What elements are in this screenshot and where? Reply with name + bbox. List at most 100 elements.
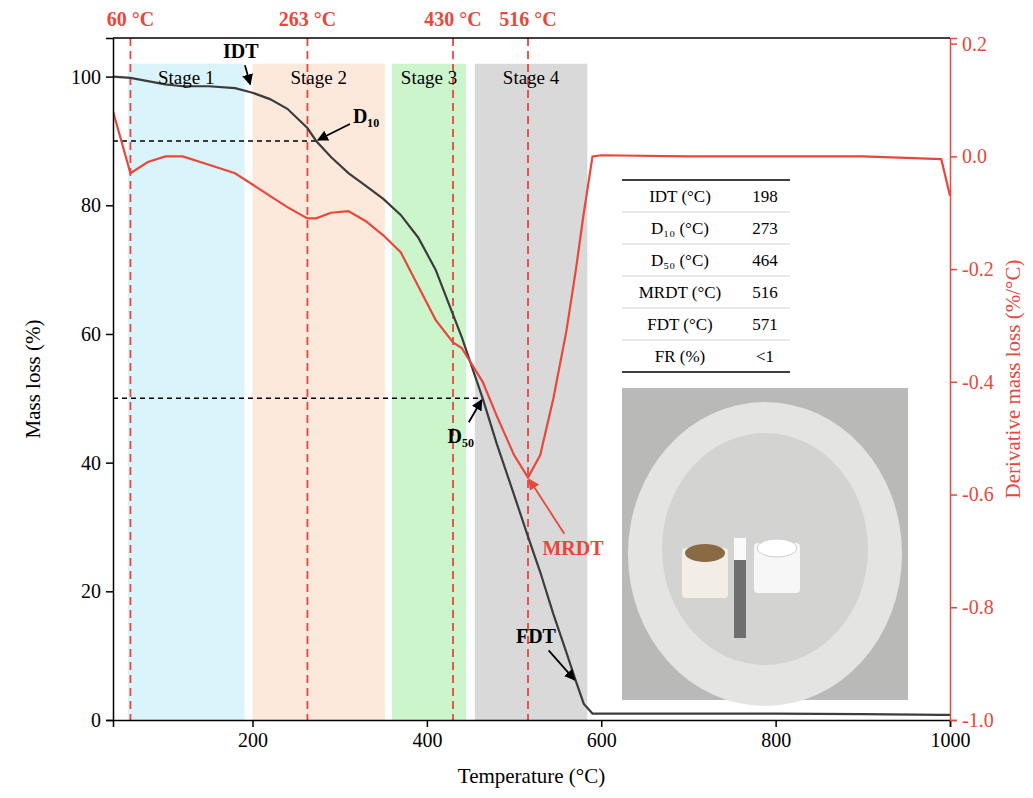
tick-label: 80 bbox=[81, 194, 101, 216]
plot-area bbox=[113, 38, 950, 720]
stage-band bbox=[253, 64, 386, 720]
tick-mark bbox=[106, 205, 113, 207]
tick-label: 1000 bbox=[931, 729, 971, 751]
tick-label: -1.0 bbox=[962, 709, 994, 731]
table-rule bbox=[622, 244, 790, 245]
annotation-label: FDT bbox=[516, 625, 557, 647]
tick-label: 60 bbox=[81, 323, 101, 345]
annotation-arrow bbox=[549, 650, 575, 679]
tick-label: 0 bbox=[91, 709, 101, 731]
tick-mark bbox=[252, 720, 254, 727]
inset-table: IDT (°C) 198 D₁₀ (°C) 273 D₅₀ (°C) 464 MRDT (°… bbox=[622, 180, 790, 372]
axis: 200 400 600 800 1000 bbox=[114, 720, 971, 751]
table-cell: 273 bbox=[752, 219, 778, 238]
tick: 20 bbox=[81, 580, 113, 602]
frame-top bbox=[113, 37, 950, 39]
annotation-arrow bbox=[318, 124, 350, 140]
annotation-arrow bbox=[245, 65, 250, 84]
table-cell: IDT (°C) bbox=[649, 187, 711, 206]
tick-label: -0.4 bbox=[962, 371, 994, 393]
tick: 0.2 bbox=[950, 33, 987, 55]
photo-slot bbox=[734, 558, 746, 638]
tick: -1.0 bbox=[950, 709, 994, 731]
table-rule bbox=[622, 371, 790, 372]
table-cell: MRDT (°C) bbox=[639, 283, 722, 302]
axis-title: Temperature (°C) bbox=[458, 764, 605, 788]
tick-label: 40 bbox=[81, 452, 101, 474]
photo-inset bbox=[622, 388, 908, 706]
stage-label: Stage 4 bbox=[503, 67, 560, 88]
tick: 600 bbox=[587, 720, 617, 751]
axis-line bbox=[951, 39, 958, 721]
tick-mark bbox=[601, 720, 603, 727]
table-cell: FR (%) bbox=[655, 347, 706, 366]
photo-furnace bbox=[628, 402, 902, 706]
tick-label: -0.2 bbox=[962, 258, 994, 280]
tick-label: 200 bbox=[238, 729, 268, 751]
tick: 800 bbox=[761, 720, 791, 751]
axis-title: Mass loss (%) bbox=[21, 319, 45, 438]
tick: -0.8 bbox=[950, 596, 994, 618]
tick-mark bbox=[950, 269, 957, 271]
table-cell: D₁₀ (°C) bbox=[651, 219, 709, 238]
tick-mark bbox=[950, 156, 957, 158]
tick-label: 0.0 bbox=[962, 145, 987, 167]
table-cell: FDT (°C) bbox=[647, 315, 713, 334]
stage-label: Stage 1 bbox=[158, 67, 214, 88]
axis: 0 20 40 60 80 100 bbox=[71, 39, 114, 731]
tick-label: 600 bbox=[587, 729, 617, 751]
tick-mark bbox=[950, 607, 957, 609]
stage-label: Stage 2 bbox=[291, 67, 347, 88]
tick-mark bbox=[950, 43, 957, 45]
tick-mark bbox=[775, 720, 777, 727]
photo-sample bbox=[685, 544, 725, 562]
table-cell: D₅₀ (°C) bbox=[651, 251, 709, 270]
tick-label: 400 bbox=[412, 729, 442, 751]
series-line bbox=[113, 77, 950, 715]
tick-mark bbox=[950, 494, 957, 496]
stage-label: Stage 3 bbox=[401, 67, 457, 88]
reference-line bbox=[527, 38, 529, 720]
annotation-arrow bbox=[529, 479, 564, 533]
guide-line bbox=[113, 140, 316, 142]
chart: 200 400 600 800 1000 0 20 40 60 80 100 -1.0 -0.8 -0.6… bbox=[0, 0, 1033, 798]
tick-mark bbox=[106, 76, 113, 78]
tick: 0 bbox=[91, 709, 113, 731]
tick: 400 bbox=[412, 720, 442, 751]
annotation-arrow bbox=[469, 400, 482, 422]
tick-mark bbox=[106, 462, 113, 464]
tick-label: 20 bbox=[81, 580, 101, 602]
tick-mark bbox=[106, 720, 113, 722]
tick-mark bbox=[950, 382, 957, 384]
annotation-label: D₅₀ bbox=[447, 425, 473, 447]
reference-label: 60 °C bbox=[107, 8, 154, 30]
axis-title: Derivative mass loss (%/°C) bbox=[1001, 260, 1025, 499]
table-cell: <1 bbox=[756, 347, 774, 366]
tick: 40 bbox=[81, 452, 113, 474]
tick-label: 100 bbox=[71, 66, 101, 88]
tick-mark bbox=[106, 334, 113, 336]
stage-band bbox=[392, 64, 466, 720]
tick-mark bbox=[950, 720, 957, 722]
table-cell: 516 bbox=[752, 283, 778, 302]
annotation-label: IDT bbox=[223, 40, 259, 62]
tick: -0.4 bbox=[950, 371, 994, 393]
photo-holder bbox=[734, 538, 746, 560]
annotation-label: MRDT bbox=[542, 537, 604, 559]
reference-label: 263 °C bbox=[279, 8, 336, 30]
table-cell: 198 bbox=[752, 187, 778, 206]
table-rule bbox=[622, 340, 790, 341]
annotation-label: D₁₀ bbox=[353, 105, 379, 127]
table-rule bbox=[622, 276, 790, 277]
photo-furnace-inner bbox=[662, 433, 868, 665]
reference-label: 430 °C bbox=[424, 8, 481, 30]
table-rule bbox=[622, 308, 790, 309]
tick: -0.6 bbox=[950, 483, 994, 505]
table-cell: 464 bbox=[752, 251, 778, 270]
guide-line bbox=[113, 398, 483, 400]
tick: 60 bbox=[81, 323, 113, 345]
photo-crucible-top bbox=[757, 539, 797, 557]
tick: 100 bbox=[71, 66, 113, 88]
stage-band bbox=[475, 64, 587, 720]
tick: 200 bbox=[238, 720, 268, 751]
